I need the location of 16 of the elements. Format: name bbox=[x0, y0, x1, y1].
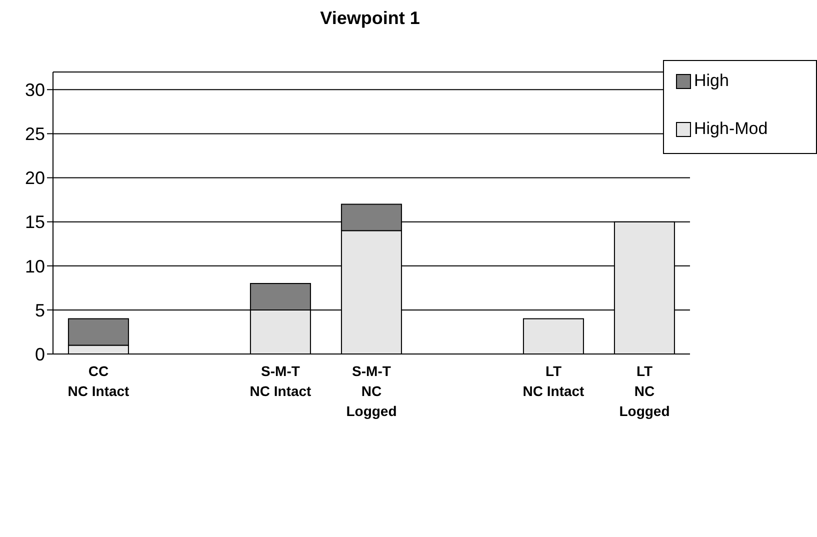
legend-label: High-Mod bbox=[694, 119, 768, 139]
y-tick-label: 25 bbox=[24, 124, 45, 144]
y-tick-label: 20 bbox=[24, 168, 45, 188]
x-tick-label: LT NC Intact bbox=[522, 363, 585, 399]
x-tick-label: LT NC Logged bbox=[619, 363, 670, 419]
y-tick-label: 10 bbox=[24, 256, 45, 276]
bar bbox=[522, 318, 584, 354]
x-tick-label: CC NC Intact bbox=[68, 363, 130, 399]
y-tick-label: 5 bbox=[34, 300, 45, 320]
y-tick-label: 30 bbox=[24, 80, 45, 100]
y-tick-label: 15 bbox=[24, 212, 45, 232]
x-tick-label: S-M-T NC Intact bbox=[250, 363, 312, 399]
x-tick-label: S-M-T NC Logged bbox=[346, 363, 397, 419]
legend-label: High bbox=[694, 71, 729, 91]
y-tick-label: 0 bbox=[34, 344, 45, 364]
chart-title: Viewpoint 1 bbox=[319, 8, 421, 29]
